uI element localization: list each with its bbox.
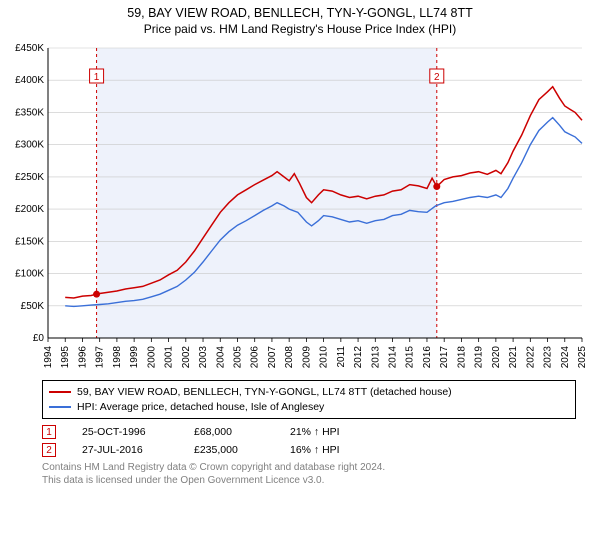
legend-row: 59, BAY VIEW ROAD, BENLLECH, TYN-Y-GONGL… bbox=[49, 385, 569, 400]
x-tick-label: 2013 bbox=[370, 346, 381, 369]
x-tick-label: 2016 bbox=[422, 346, 433, 369]
x-tick-label: 2000 bbox=[146, 346, 157, 369]
sale-point bbox=[93, 291, 100, 298]
x-tick-label: 2001 bbox=[164, 346, 175, 369]
y-tick-label: £450K bbox=[15, 43, 44, 54]
x-tick-label: 2014 bbox=[388, 346, 399, 369]
legend-label: 59, BAY VIEW ROAD, BENLLECH, TYN-Y-GONGL… bbox=[77, 385, 452, 400]
marker-table-row: 1 25-OCT-1996 £68,000 21% ↑ HPI bbox=[42, 425, 576, 439]
x-tick-label: 2007 bbox=[267, 346, 278, 369]
x-tick-label: 2004 bbox=[215, 346, 226, 369]
x-tick-label: 2019 bbox=[474, 346, 485, 369]
marker-price: £235,000 bbox=[194, 444, 264, 456]
footer-line-2: This data is licensed under the Open Gov… bbox=[42, 474, 576, 487]
marker-table: 1 25-OCT-1996 £68,000 21% ↑ HPI 2 27-JUL-2016… bbox=[42, 425, 576, 457]
x-tick-label: 2015 bbox=[405, 346, 416, 369]
y-tick-label: £0 bbox=[33, 333, 45, 344]
line-chart: £0 £50K £100K £150K £200K £250K £300K £350K £400… bbox=[8, 42, 592, 372]
footer-attribution: Contains HM Land Registry data © Crown c… bbox=[42, 461, 576, 487]
y-tick-label: £250K bbox=[15, 172, 44, 183]
legend-row: HPI: Average price, detached house, Isle… bbox=[49, 400, 569, 415]
chart-title-1: 59, BAY VIEW ROAD, BENLLECH, TYN-Y-GONGL… bbox=[0, 6, 600, 20]
y-tick-label: £200K bbox=[15, 204, 44, 215]
marker-date: 27-JUL-2016 bbox=[82, 444, 168, 456]
x-tick-label: 2005 bbox=[232, 346, 243, 369]
y-tick-label: £400K bbox=[15, 75, 44, 86]
marker-delta: 21% ↑ HPI bbox=[290, 426, 340, 438]
marker-number: 2 bbox=[434, 72, 440, 83]
x-tick-label: 2012 bbox=[353, 346, 364, 369]
x-tick-label: 2017 bbox=[439, 346, 450, 369]
marker-table-row: 2 27-JUL-2016 £235,000 16% ↑ HPI bbox=[42, 443, 576, 457]
x-tick-label: 1998 bbox=[112, 346, 123, 369]
x-tick-label: 2009 bbox=[301, 346, 312, 369]
x-tick-label: 2008 bbox=[284, 346, 295, 369]
y-tick-label: £350K bbox=[15, 107, 44, 118]
legend-label: HPI: Average price, detached house, Isle… bbox=[77, 400, 324, 415]
footer-line-1: Contains HM Land Registry data © Crown c… bbox=[42, 461, 576, 474]
marker-table-box: 2 bbox=[42, 443, 56, 457]
x-tick-label: 2020 bbox=[491, 346, 502, 369]
x-tick-label: 2025 bbox=[577, 346, 588, 369]
x-tick-label: 2003 bbox=[198, 346, 209, 369]
x-tick-label: 2024 bbox=[560, 346, 571, 369]
x-tick-label: 2021 bbox=[508, 346, 519, 369]
x-tick-label: 2018 bbox=[456, 346, 467, 369]
x-tick-label: 1996 bbox=[77, 346, 88, 369]
x-tick-label: 2011 bbox=[336, 346, 347, 368]
x-tick-label: 2022 bbox=[525, 346, 536, 369]
x-tick-label: 1994 bbox=[43, 346, 54, 369]
x-tick-label: 1995 bbox=[60, 346, 71, 369]
marker-price: £68,000 bbox=[194, 426, 264, 438]
chart-title-2: Price paid vs. HM Land Registry's House … bbox=[0, 22, 600, 36]
y-tick-label: £50K bbox=[21, 301, 45, 312]
sale-point bbox=[433, 183, 440, 190]
legend: 59, BAY VIEW ROAD, BENLLECH, TYN-Y-GONGL… bbox=[42, 380, 576, 419]
x-tick-label: 1999 bbox=[129, 346, 140, 369]
x-tick-label: 2010 bbox=[319, 346, 330, 369]
y-tick-label: £100K bbox=[15, 269, 44, 280]
x-tick-label: 1997 bbox=[95, 346, 106, 369]
marker-delta: 16% ↑ HPI bbox=[290, 444, 340, 456]
x-tick-label: 2023 bbox=[543, 346, 554, 369]
marker-date: 25-OCT-1996 bbox=[82, 426, 168, 438]
x-tick-label: 2006 bbox=[250, 346, 261, 369]
y-tick-label: £300K bbox=[15, 140, 44, 151]
x-tick-label: 2002 bbox=[181, 346, 192, 369]
y-tick-label: £150K bbox=[15, 236, 44, 247]
shaded-band bbox=[97, 48, 437, 338]
legend-swatch bbox=[49, 391, 71, 393]
chart-title-block: 59, BAY VIEW ROAD, BENLLECH, TYN-Y-GONGL… bbox=[0, 0, 600, 38]
marker-table-box: 1 bbox=[42, 425, 56, 439]
chart-container: £0 £50K £100K £150K £200K £250K £300K £350K £400… bbox=[8, 42, 592, 372]
marker-number: 1 bbox=[94, 72, 100, 83]
legend-swatch bbox=[49, 406, 71, 408]
